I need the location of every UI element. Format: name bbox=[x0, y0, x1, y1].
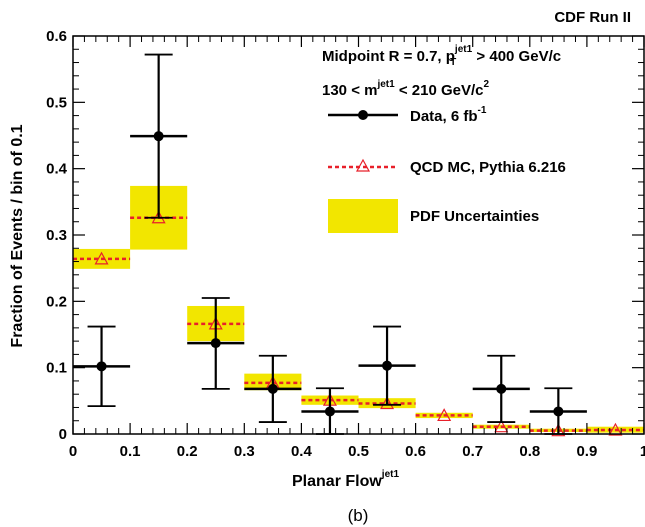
x-tick-label: 0.9 bbox=[576, 443, 597, 460]
experiment-label: CDF Run II bbox=[554, 9, 631, 26]
data-point bbox=[553, 406, 564, 417]
mc-point bbox=[551, 423, 566, 437]
x-tick-label: 0.6 bbox=[405, 443, 426, 460]
y-axis-title: Fraction of Events / bin of 0.1 bbox=[9, 124, 26, 347]
annotation-line1: Midpoint R = 0.7, pjet1 T > 400 GeV/c bbox=[322, 44, 561, 68]
x-tick-label: 0.2 bbox=[177, 443, 198, 460]
mc-point bbox=[94, 251, 109, 265]
y-tick-label: 0.3 bbox=[46, 227, 67, 244]
legend-band-swatch bbox=[328, 199, 398, 233]
data-point bbox=[496, 383, 507, 394]
legend-mc-label: QCD MC, Pythia 6.216 bbox=[410, 159, 566, 176]
mc-point bbox=[437, 408, 452, 422]
legend: Data, 6 fb-1 QCD MC, Pythia 6.216 PDF Un… bbox=[328, 105, 566, 233]
y-tick-label: 0.4 bbox=[46, 161, 68, 178]
x-tick-label: 0.4 bbox=[291, 443, 313, 460]
data-point bbox=[267, 383, 278, 394]
data-point bbox=[324, 406, 335, 417]
x-axis-title: Planar Flowjet1 bbox=[292, 469, 399, 490]
y-tick-label: 0.5 bbox=[46, 94, 67, 111]
x-tick-label: 0.5 bbox=[348, 443, 369, 460]
mc-point bbox=[380, 396, 395, 410]
y-tick-label: 0.6 bbox=[46, 28, 67, 45]
y-tick-label: 0 bbox=[59, 426, 67, 443]
axis-layer: 0 0.1 0.2 0.3 0.4 0.5 0.6 0.7 0.8 0.9 1 0 0.1 0.2 0.3 0… bbox=[46, 28, 645, 460]
y-tick-label: 0.1 bbox=[46, 360, 67, 377]
x-tick-label: 0.3 bbox=[234, 443, 255, 460]
x-tick-label: 0.8 bbox=[519, 443, 540, 460]
y-tick-label: 0.2 bbox=[46, 293, 67, 310]
x-tick-label: 0.7 bbox=[462, 443, 483, 460]
data-point bbox=[153, 131, 164, 142]
legend-mc-marker bbox=[355, 158, 371, 172]
legend-data-marker bbox=[358, 110, 368, 120]
figure-caption: (b) bbox=[348, 506, 369, 525]
data-point bbox=[210, 338, 221, 349]
mc-point bbox=[608, 422, 623, 436]
annotation-line2: 130 < mjet1 < 210 GeV/c2 bbox=[322, 79, 490, 99]
legend-data-label: Data, 6 fb-1 bbox=[410, 105, 487, 125]
data-point bbox=[382, 360, 393, 371]
x-tick-label: 0.1 bbox=[120, 443, 141, 460]
data-point bbox=[96, 361, 107, 372]
x-tick-label: 0 bbox=[69, 443, 77, 460]
legend-band-label: PDF Uncertainties bbox=[410, 208, 539, 225]
mc-point bbox=[494, 419, 509, 433]
x-tick-label: 1 bbox=[640, 443, 645, 460]
